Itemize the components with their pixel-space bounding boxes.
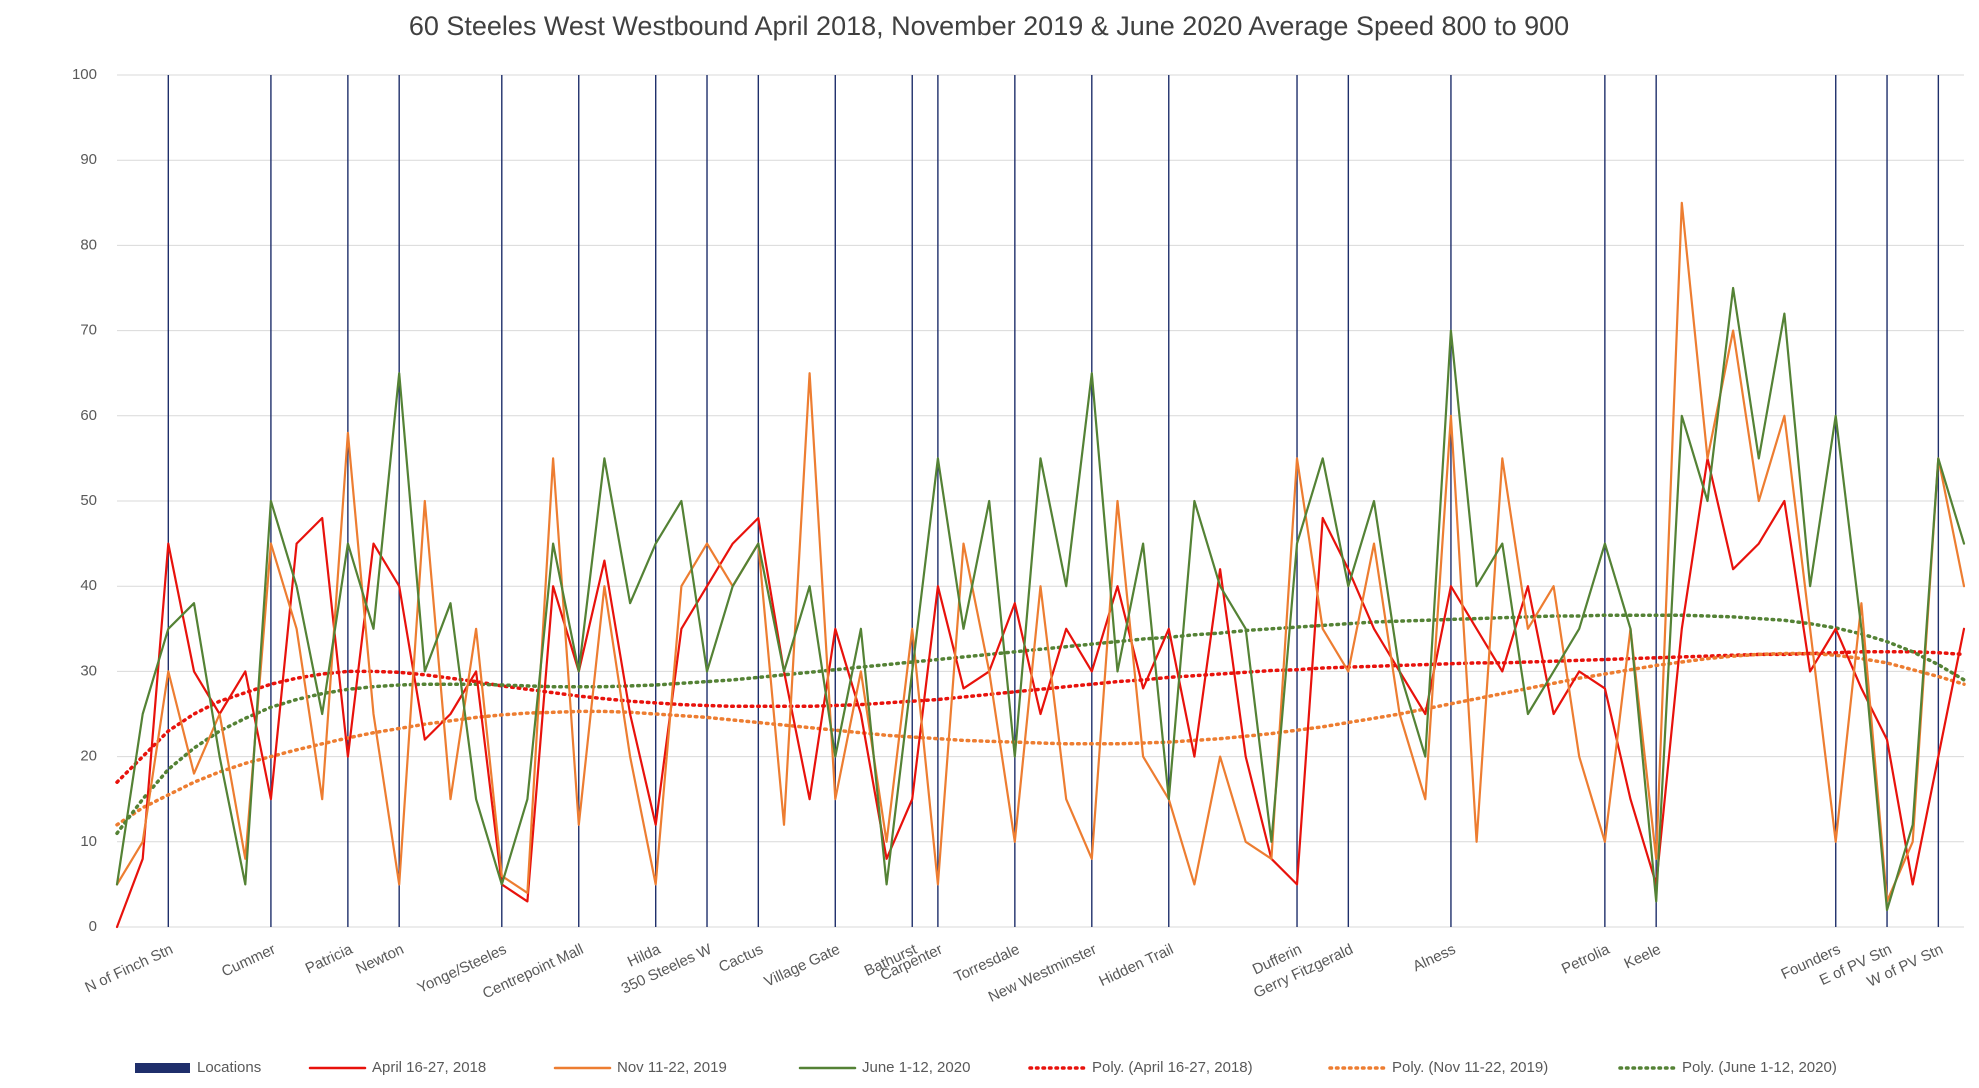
trend-line [115,613,1966,836]
y-tick-label: 70 [80,322,97,339]
x-tick-label: Cactus [716,941,765,976]
x-tick-label: Village Gate [762,941,843,991]
location-line [1655,75,1657,927]
legend-label: Poly. (April 16-27, 2018) [1092,1059,1253,1076]
location-line [655,75,657,927]
legend-label: Poly. (June 1-12, 2020) [1682,1059,1837,1076]
y-tick-label: 40 [80,577,97,594]
y-tick-label: 50 [80,492,97,509]
location-line [1014,75,1016,927]
location-line [1886,75,1888,927]
y-tick-label: 90 [80,151,97,168]
location-line [706,75,708,927]
location-line [1347,75,1350,927]
legend-label: June 1-12, 2020 [862,1059,970,1076]
x-tick-label: Patricia [303,941,356,978]
y-tick-label: 80 [80,236,97,253]
location-line [834,75,836,927]
legend-label: Locations [197,1059,261,1076]
series-line [115,286,1966,912]
y-tick-label: 10 [80,833,97,850]
y-tick-label: 100 [72,66,97,83]
location-line [757,75,760,927]
location-line [167,75,170,927]
location-line [578,75,580,927]
x-tick-label: Petrolia [1559,941,1613,978]
location-line [398,75,400,927]
x-tick-label: Newton [353,941,406,978]
y-tick-label: 60 [80,407,97,424]
location-line [1450,75,1452,927]
legend-swatch [135,1063,190,1073]
y-tick-label: 20 [80,748,97,765]
x-tick-label: Cummer [219,941,278,981]
location-line [1168,75,1170,927]
location-line [1091,75,1093,927]
legend-label: April 16-27, 2018 [372,1059,486,1076]
location-line [1937,75,1940,927]
location-line [1604,75,1606,927]
x-tick-label: Alness [1410,941,1458,975]
location-line [1835,75,1837,927]
legend-label: Poly. (Nov 11-22, 2019) [1392,1059,1548,1076]
y-tick-label: 0 [89,918,97,935]
legend-label: Nov 11-22, 2019 [617,1059,727,1076]
y-tick-label: 30 [80,662,97,679]
chart-title: 60 Steeles West Westbound April 2018, No… [409,11,1569,41]
series-line [115,201,1966,903]
x-tick-label: Keele [1622,941,1664,973]
location-line [501,75,503,927]
trend-line [115,651,1966,827]
trend-line [115,650,1966,784]
x-tick-label: N of Finch Stn [82,941,175,997]
location-line [937,75,939,927]
x-tick-label: Hidden Trail [1096,941,1176,990]
location-line [347,75,349,927]
location-line [911,75,913,927]
location-line [1296,75,1298,927]
